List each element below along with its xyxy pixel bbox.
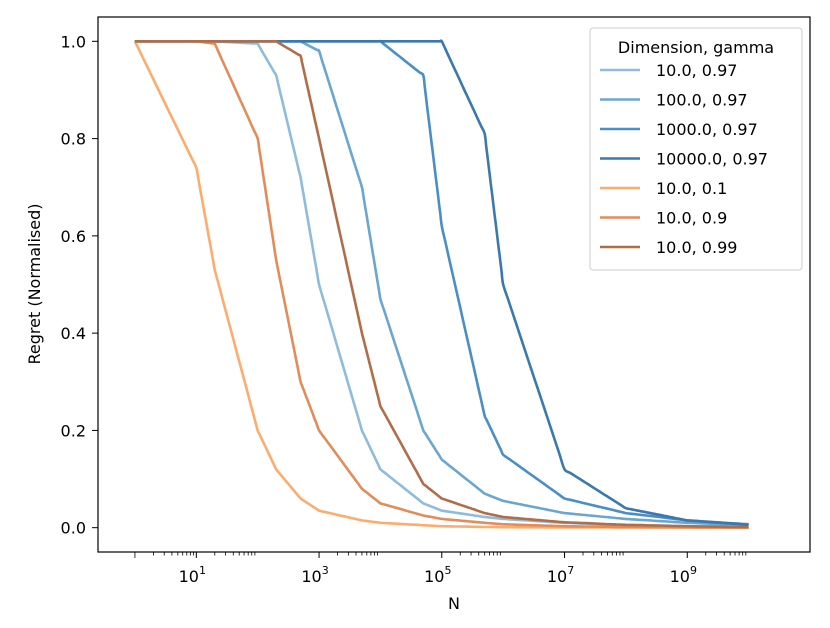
x-tick-label: 101: [179, 564, 206, 586]
legend: Dimension, gamma 10.0, 0.97 100.0, 0.97 10…: [589, 27, 803, 271]
legend-label: 100.0, 0.97: [656, 91, 748, 110]
legend-title: Dimension, gamma: [618, 38, 774, 57]
x-tick-label: 109: [670, 564, 697, 586]
x-tick-exponent: 1: [199, 564, 206, 577]
series-line-6: [134, 39, 749, 529]
legend-label: 10.0, 0.1: [656, 179, 727, 198]
series-line-7: [134, 39, 749, 529]
y-tick-label: 0.8: [61, 130, 86, 149]
x-tick-label: 107: [547, 564, 574, 586]
legend-label: 10.0, 0.99: [656, 238, 737, 257]
y-tick-label: 1.0: [61, 32, 86, 51]
y-tick-label: 0.2: [61, 421, 86, 440]
legend-box: [589, 27, 803, 271]
x-tick-label: 105: [424, 564, 451, 586]
x-tick-exponent: 9: [690, 564, 697, 577]
legend-label: 10.0, 0.9: [656, 209, 727, 228]
x-tick-exponent: 3: [322, 564, 329, 577]
plot-frame: [97, 16, 811, 553]
y-tick-label: 0.6: [61, 227, 86, 246]
y-axis-ticks: 0.0 0.2 0.4 0.6 0.8 1.0: [61, 32, 98, 538]
x-axis-ticks: 101 103 105 107 109: [134, 552, 747, 586]
series-lines: [133, 39, 749, 529]
x-tick-label: 103: [301, 564, 328, 586]
y-tick-label: 0.0: [61, 519, 86, 538]
x-axis-label: N: [448, 594, 460, 613]
x-tick-exponent: 5: [444, 564, 451, 577]
x-tick-exponent: 7: [567, 564, 574, 577]
y-axis-label: Regret (Normalised): [25, 204, 44, 365]
legend-label: 10.0, 0.97: [656, 61, 737, 80]
y-tick-label: 0.4: [61, 324, 86, 343]
legend-label: 1000.0, 0.97: [656, 120, 758, 139]
legend-label: 10000.0, 0.97: [656, 150, 768, 169]
